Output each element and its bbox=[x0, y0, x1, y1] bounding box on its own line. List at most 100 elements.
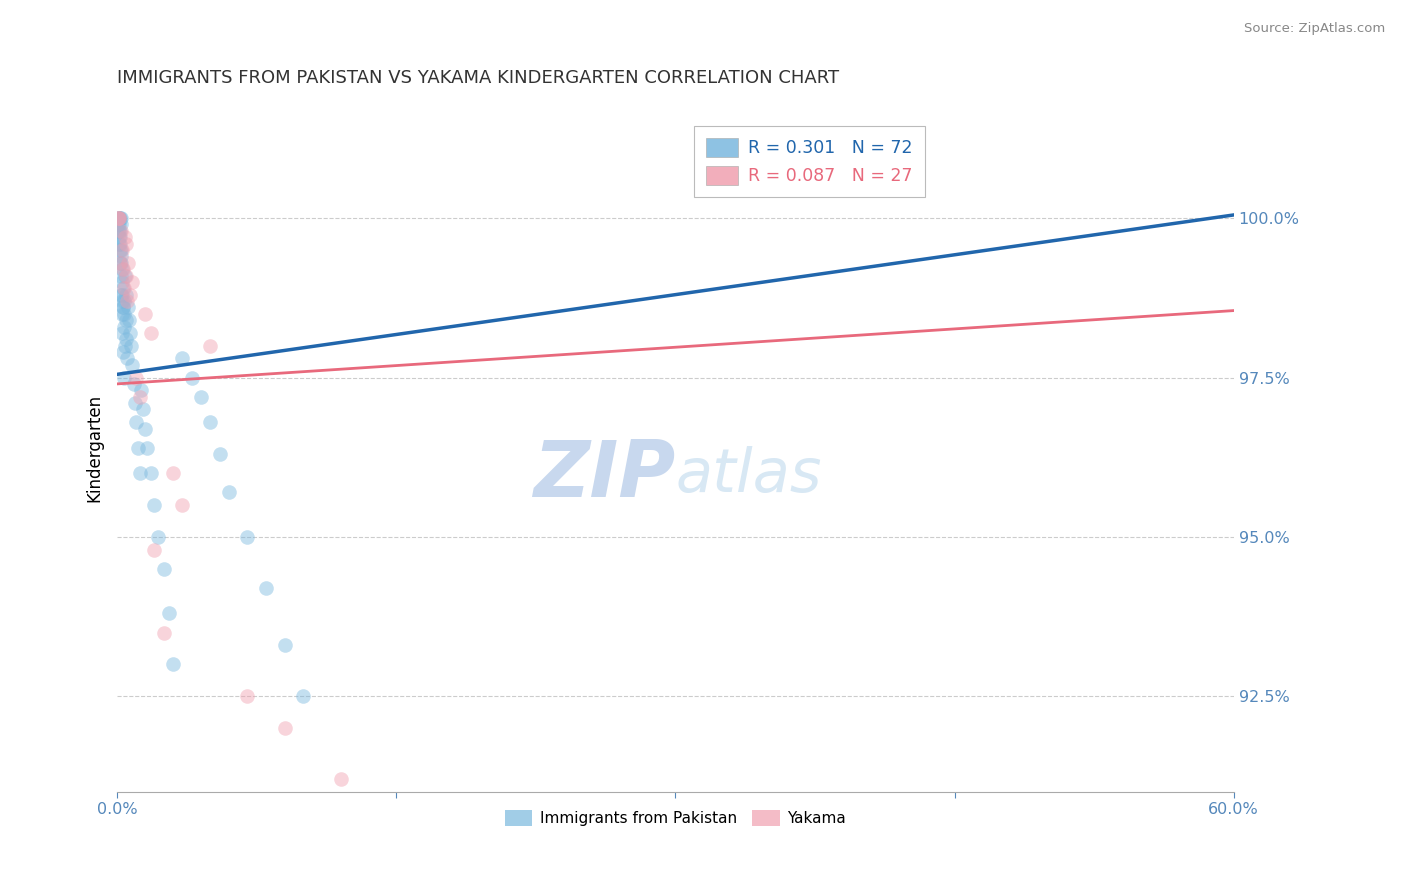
Point bbox=[114, 287, 136, 301]
Point bbox=[143, 498, 166, 512]
Point bbox=[108, 243, 131, 257]
Point bbox=[108, 211, 131, 226]
Point bbox=[132, 402, 155, 417]
Point bbox=[139, 326, 162, 340]
Point bbox=[111, 345, 134, 359]
Point bbox=[110, 268, 132, 283]
Point bbox=[172, 351, 194, 366]
Point bbox=[110, 249, 132, 263]
Point bbox=[112, 293, 135, 308]
Point bbox=[111, 326, 134, 340]
Point bbox=[118, 313, 141, 327]
Point bbox=[112, 319, 135, 334]
Point bbox=[122, 376, 145, 391]
Point bbox=[208, 447, 231, 461]
Point bbox=[180, 370, 202, 384]
Point bbox=[117, 351, 139, 366]
Point bbox=[107, 211, 129, 226]
Point bbox=[114, 268, 136, 283]
Point bbox=[110, 230, 132, 244]
Point bbox=[112, 370, 135, 384]
Point bbox=[111, 262, 134, 277]
Point bbox=[139, 466, 162, 480]
Point bbox=[128, 466, 150, 480]
Point bbox=[190, 390, 212, 404]
Point bbox=[292, 690, 315, 704]
Point bbox=[152, 625, 174, 640]
Point bbox=[111, 307, 134, 321]
Point bbox=[236, 690, 259, 704]
Point bbox=[125, 370, 148, 384]
Point bbox=[128, 390, 150, 404]
Point bbox=[143, 542, 166, 557]
Point bbox=[115, 332, 138, 346]
Point bbox=[157, 607, 180, 621]
Text: IMMIGRANTS FROM PAKISTAN VS YAKAMA KINDERGARTEN CORRELATION CHART: IMMIGRANTS FROM PAKISTAN VS YAKAMA KINDE… bbox=[117, 69, 839, 87]
Point bbox=[254, 581, 277, 595]
Text: ZIP: ZIP bbox=[533, 437, 675, 513]
Point bbox=[107, 218, 129, 232]
Text: atlas: atlas bbox=[675, 446, 823, 505]
Point bbox=[108, 256, 131, 270]
Point bbox=[108, 256, 131, 270]
Point bbox=[115, 236, 138, 251]
Point bbox=[114, 338, 136, 352]
Point bbox=[112, 301, 135, 315]
Y-axis label: Kindergarten: Kindergarten bbox=[86, 393, 103, 501]
Point bbox=[121, 358, 143, 372]
Point bbox=[172, 498, 194, 512]
Point bbox=[134, 421, 156, 435]
Legend: Immigrants from Pakistan, Yakama: Immigrants from Pakistan, Yakama bbox=[499, 805, 852, 832]
Point bbox=[112, 281, 135, 295]
Point bbox=[107, 211, 129, 226]
Point bbox=[110, 256, 132, 270]
Point bbox=[121, 275, 143, 289]
Point bbox=[117, 301, 139, 315]
Point bbox=[112, 281, 135, 295]
Point bbox=[108, 211, 131, 226]
Point bbox=[152, 562, 174, 576]
Point bbox=[273, 721, 295, 735]
Point bbox=[111, 287, 134, 301]
Text: Source: ZipAtlas.com: Source: ZipAtlas.com bbox=[1244, 22, 1385, 36]
Point bbox=[110, 211, 132, 226]
Point bbox=[108, 230, 131, 244]
Point bbox=[110, 218, 132, 232]
Point bbox=[111, 243, 134, 257]
Point bbox=[114, 268, 136, 283]
Point bbox=[111, 262, 134, 277]
Point bbox=[110, 287, 132, 301]
Point bbox=[112, 307, 135, 321]
Point bbox=[162, 466, 184, 480]
Point bbox=[108, 211, 131, 226]
Point bbox=[117, 256, 139, 270]
Point bbox=[111, 275, 134, 289]
Point bbox=[108, 236, 131, 251]
Point bbox=[162, 657, 184, 672]
Point bbox=[108, 224, 131, 238]
Point bbox=[120, 338, 142, 352]
Point bbox=[124, 396, 146, 410]
Point bbox=[108, 218, 131, 232]
Point bbox=[110, 224, 132, 238]
Point bbox=[108, 236, 131, 251]
Point bbox=[120, 326, 142, 340]
Point bbox=[273, 638, 295, 652]
Point bbox=[107, 224, 129, 238]
Point bbox=[127, 441, 149, 455]
Point bbox=[111, 301, 134, 315]
Point bbox=[200, 338, 222, 352]
Point bbox=[236, 530, 259, 544]
Point bbox=[136, 441, 159, 455]
Point bbox=[107, 224, 129, 238]
Point bbox=[134, 307, 156, 321]
Point bbox=[111, 293, 134, 308]
Point bbox=[117, 293, 139, 308]
Point bbox=[110, 243, 132, 257]
Point bbox=[108, 211, 131, 226]
Point bbox=[114, 230, 136, 244]
Point bbox=[131, 384, 153, 398]
Point bbox=[115, 313, 138, 327]
Point bbox=[107, 211, 129, 226]
Point bbox=[125, 415, 148, 429]
